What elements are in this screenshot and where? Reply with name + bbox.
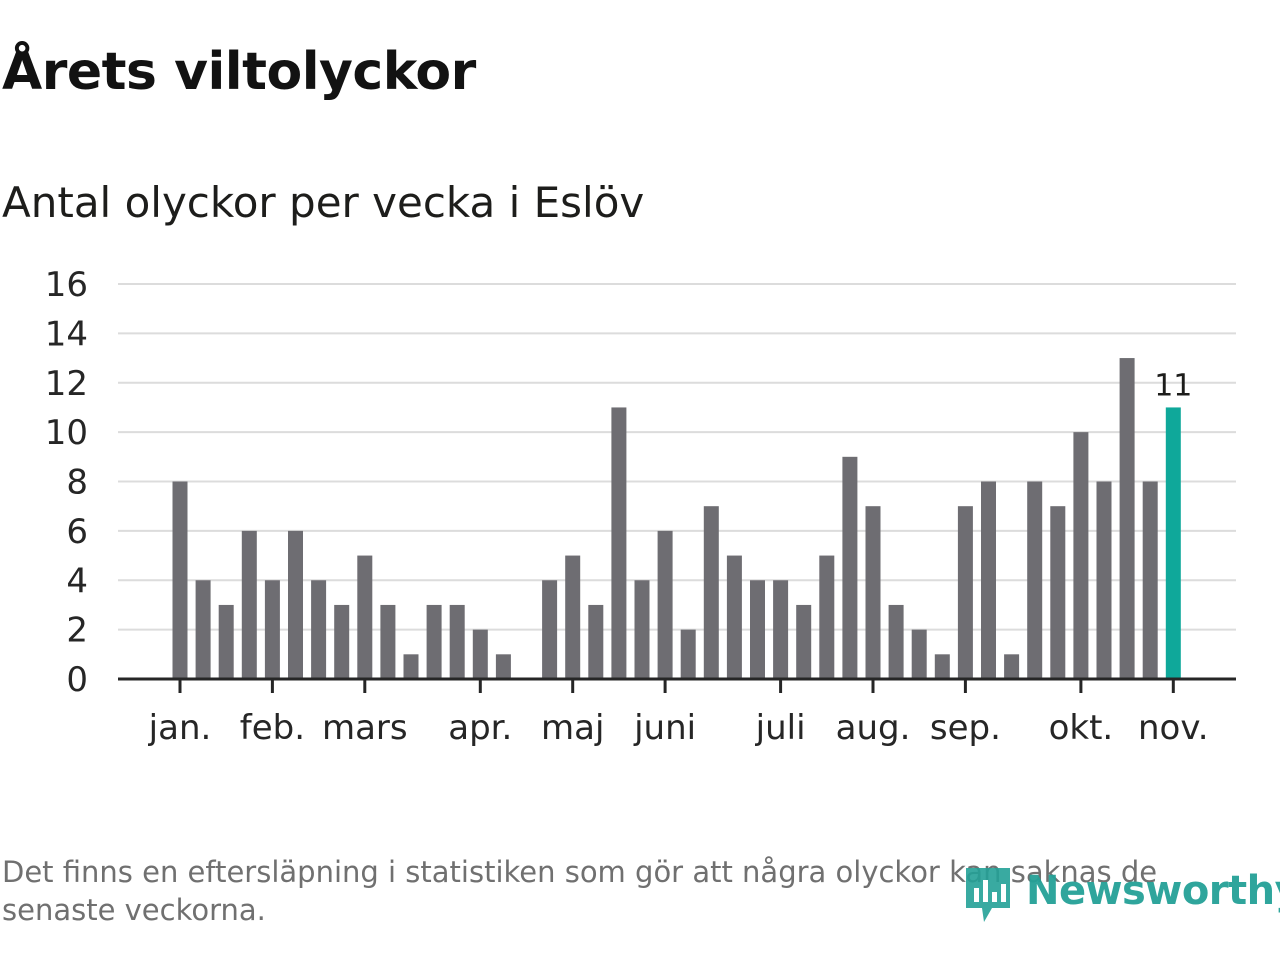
bar <box>726 555 742 679</box>
bar <box>634 580 650 679</box>
x-tick-label: jan. <box>148 708 212 748</box>
bar <box>957 506 973 679</box>
bar <box>842 456 858 679</box>
bar <box>472 629 488 679</box>
y-tick-label: 4 <box>66 561 88 601</box>
bar <box>703 506 719 679</box>
bar <box>1142 481 1158 679</box>
gridlines <box>118 283 1236 631</box>
bar <box>773 580 789 679</box>
chart-subtitle: Antal olyckor per vecka i Eslöv <box>2 178 645 227</box>
bar <box>542 580 558 679</box>
bar <box>449 604 465 679</box>
bar <box>1027 481 1043 679</box>
y-tick-label: 6 <box>66 512 88 552</box>
bar <box>334 604 350 679</box>
bar-chart: 0 2 4 6 8 10 12 14 16 jan. feb. mars apr. maj juni jul… <box>45 265 1236 748</box>
bar <box>311 580 327 679</box>
bar <box>911 629 927 679</box>
logo-text: Newsworthy <box>1026 868 1280 914</box>
newsworthy-logo: Newsworthy <box>962 858 1280 924</box>
bar <box>1119 358 1135 679</box>
bar <box>657 530 673 679</box>
bar <box>357 555 373 679</box>
x-tick-label: aug. <box>836 708 911 748</box>
bar <box>380 604 396 679</box>
bar <box>796 604 812 679</box>
x-tick-label: sep. <box>930 708 1001 748</box>
bar <box>288 530 303 679</box>
x-tick-label: juni <box>633 708 696 748</box>
bar <box>981 481 996 679</box>
bar <box>1050 506 1066 679</box>
bar <box>426 604 442 679</box>
newsworthy-logo-icon <box>966 868 1010 922</box>
bar <box>218 604 234 679</box>
footnote: Det finns en eftersläpning i statistiken… <box>2 855 1158 927</box>
y-axis-tick-labels: 0 2 4 6 8 10 12 14 16 <box>45 265 88 700</box>
data-label: 11 <box>1154 368 1192 403</box>
x-tick-label: maj <box>541 708 604 748</box>
x-tick-label: mars <box>322 708 408 748</box>
y-tick-label: 8 <box>66 463 88 503</box>
bar <box>680 629 696 679</box>
x-tick-label: juli <box>755 708 806 748</box>
y-tick-label: 0 <box>66 660 88 700</box>
bar <box>865 506 881 679</box>
bar <box>1165 407 1181 679</box>
y-tick-label: 14 <box>45 314 88 354</box>
bar <box>1096 481 1112 679</box>
x-tick-label: apr. <box>448 708 512 748</box>
bar <box>1004 654 1020 679</box>
bar <box>264 580 280 679</box>
bar <box>195 580 211 679</box>
bar <box>495 654 511 679</box>
bar <box>403 654 419 679</box>
bars <box>172 358 1181 679</box>
bar <box>1073 432 1089 679</box>
y-tick-label: 12 <box>45 364 88 404</box>
bar <box>565 555 581 679</box>
x-tick-label: feb. <box>240 708 305 748</box>
bar <box>819 555 835 679</box>
bar <box>588 604 604 679</box>
bar <box>611 407 627 679</box>
data-labels: 11 <box>1154 368 1192 403</box>
x-axis: jan. feb. mars apr. maj juni juli aug. sep. okt. n… <box>118 677 1236 748</box>
bar <box>750 580 765 679</box>
y-tick-label: 16 <box>45 265 88 305</box>
bar <box>934 654 950 679</box>
x-tick-label: okt. <box>1049 708 1114 748</box>
y-tick-label: 10 <box>45 413 88 453</box>
bar <box>172 481 188 679</box>
chart-title: Årets viltolyckor <box>2 42 476 102</box>
y-tick-label: 2 <box>66 611 88 651</box>
bar <box>241 530 257 679</box>
bar <box>888 604 904 679</box>
x-tick-label: nov. <box>1138 708 1209 748</box>
